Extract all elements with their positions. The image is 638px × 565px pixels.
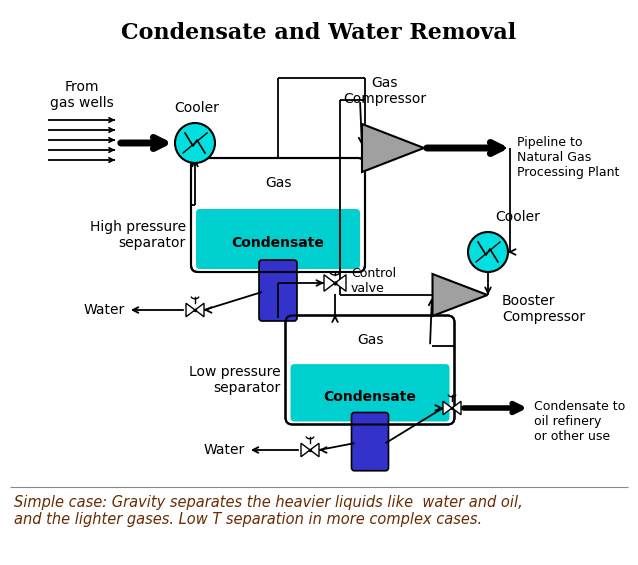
Polygon shape [443, 401, 452, 415]
Circle shape [468, 232, 508, 272]
Text: Simple case: Gravity separates the heavier liquids like  water and oil,
and the : Simple case: Gravity separates the heavi… [14, 495, 523, 527]
Polygon shape [195, 303, 204, 317]
Polygon shape [310, 444, 319, 457]
Text: Gas: Gas [357, 333, 383, 346]
Text: Condensate: Condensate [323, 390, 417, 404]
Text: Condensate to
oil refinery
or other use: Condensate to oil refinery or other use [534, 400, 625, 443]
Polygon shape [433, 274, 487, 316]
FancyBboxPatch shape [352, 412, 389, 471]
Polygon shape [186, 303, 195, 317]
Text: High pressure
separator: High pressure separator [90, 220, 186, 250]
Text: Pipeline to
Natural Gas
Processing Plant: Pipeline to Natural Gas Processing Plant [517, 136, 619, 179]
Text: Booster
Compressor: Booster Compressor [502, 294, 585, 324]
FancyBboxPatch shape [259, 260, 297, 321]
Text: Cooler: Cooler [496, 210, 540, 224]
Text: Cooler: Cooler [175, 101, 219, 115]
Text: Condensate and Water Removal: Condensate and Water Removal [121, 22, 517, 44]
Text: From
gas wells: From gas wells [50, 80, 114, 110]
Text: Water: Water [84, 303, 125, 317]
FancyBboxPatch shape [290, 364, 450, 421]
Polygon shape [335, 275, 346, 291]
Polygon shape [452, 401, 461, 415]
Polygon shape [324, 275, 335, 291]
Text: Condensate: Condensate [232, 236, 325, 250]
Polygon shape [301, 444, 310, 457]
Text: Control
valve: Control valve [351, 267, 396, 295]
Text: Low pressure
separator: Low pressure separator [189, 365, 281, 395]
Text: Gas
Compressor: Gas Compressor [343, 76, 427, 106]
Polygon shape [362, 124, 424, 172]
FancyBboxPatch shape [191, 158, 365, 272]
Circle shape [175, 123, 215, 163]
Text: Gas: Gas [265, 176, 292, 190]
FancyBboxPatch shape [196, 209, 360, 269]
FancyBboxPatch shape [285, 315, 454, 424]
Text: Water: Water [204, 443, 245, 457]
